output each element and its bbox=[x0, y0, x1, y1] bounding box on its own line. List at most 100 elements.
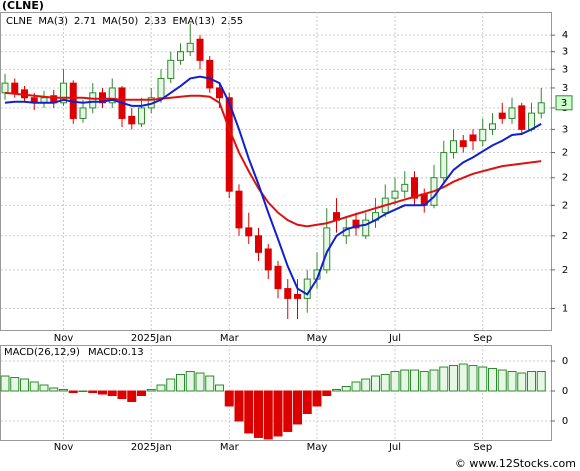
macd-bar bbox=[263, 390, 273, 440]
x-tick-label: Sep bbox=[473, 333, 492, 344]
x-tick-label: Nov bbox=[54, 442, 74, 453]
candle-body bbox=[528, 112, 535, 130]
y-tick-label: 3 bbox=[562, 124, 568, 135]
y-tick-label: 3 bbox=[562, 64, 568, 75]
macd-bar bbox=[195, 372, 205, 392]
last-price-label: 3 bbox=[561, 98, 567, 109]
candle-body bbox=[157, 77, 165, 99]
macd-bar bbox=[458, 363, 468, 392]
y-tick-label: 1 bbox=[562, 304, 568, 315]
candle-body bbox=[11, 82, 19, 94]
macd-bar bbox=[283, 390, 293, 432]
candle-body bbox=[1, 82, 9, 94]
x-tick-label: 2025Jan bbox=[131, 333, 172, 344]
candle-body bbox=[479, 128, 487, 142]
macd-value: MACD:0.13 bbox=[88, 347, 144, 358]
x-tick-label: May bbox=[307, 333, 328, 344]
macd-bar bbox=[29, 381, 39, 392]
macd-bar bbox=[156, 384, 166, 392]
y-tick-label: 0 bbox=[562, 356, 568, 367]
y-tick-label: 2 bbox=[562, 173, 568, 184]
candle-body bbox=[508, 107, 516, 119]
candle-body bbox=[518, 105, 526, 130]
macd-bar bbox=[137, 390, 146, 396]
legend-value: 2.71 bbox=[74, 16, 96, 27]
line-series bbox=[4, 91, 542, 228]
macd-bar bbox=[244, 390, 254, 434]
candle-body bbox=[401, 183, 409, 192]
macd-bar bbox=[400, 369, 410, 392]
footer: © www.12Stocks.com bbox=[455, 457, 576, 470]
macd-bar bbox=[107, 390, 117, 396]
macd-bar bbox=[536, 371, 546, 392]
x-tick-label: 2025Jan bbox=[131, 442, 172, 453]
macd-bar bbox=[117, 390, 127, 399]
macd-bar bbox=[439, 366, 449, 392]
candle-body bbox=[489, 123, 496, 130]
last-price-box bbox=[555, 95, 573, 111]
x-tick-label: Jul bbox=[388, 442, 401, 453]
macd-bar bbox=[429, 369, 439, 392]
candle-body bbox=[469, 134, 477, 142]
macd-bar bbox=[371, 375, 380, 392]
candle-body bbox=[537, 102, 545, 114]
candle-body bbox=[167, 59, 175, 79]
y-tick-label: 0 bbox=[562, 416, 568, 427]
macd-bar bbox=[478, 366, 488, 392]
macd-bar bbox=[224, 390, 234, 407]
macd-bar bbox=[49, 387, 59, 392]
candle-body bbox=[225, 97, 233, 192]
legend-name: EMA(13) bbox=[173, 16, 215, 27]
legend-value: 2.33 bbox=[144, 16, 166, 27]
candle-body bbox=[294, 293, 301, 299]
macd-bar bbox=[322, 390, 332, 396]
macd-bar bbox=[273, 390, 283, 437]
macd-bar bbox=[176, 374, 185, 392]
macd-bar bbox=[10, 377, 20, 392]
candle-body bbox=[235, 190, 243, 229]
x-tick-label: Jul bbox=[388, 333, 401, 344]
line-series bbox=[4, 75, 542, 296]
macd-bar bbox=[59, 389, 68, 392]
y-tick-label: 2 bbox=[562, 265, 568, 276]
x-tick-label: May bbox=[307, 442, 328, 453]
candle-body bbox=[196, 38, 204, 61]
macd-bar bbox=[497, 369, 507, 392]
candle-body bbox=[245, 227, 253, 237]
macd-bar bbox=[507, 371, 517, 392]
legend-ticker: CLNE bbox=[6, 16, 32, 27]
candle-body bbox=[216, 87, 223, 99]
x-tick-label: Mar bbox=[220, 333, 240, 344]
macd-bar bbox=[293, 390, 302, 425]
chart-title: (CLNE) bbox=[2, 0, 44, 12]
macd-bar bbox=[449, 365, 458, 392]
candle-body bbox=[177, 51, 184, 61]
y-tick-label: 2 bbox=[562, 200, 568, 211]
candle-body bbox=[79, 107, 87, 119]
candle-body bbox=[274, 265, 282, 290]
macd-panel bbox=[0, 345, 552, 441]
macd-bar bbox=[68, 390, 78, 394]
candle-body bbox=[108, 87, 116, 104]
macd-bar bbox=[78, 390, 88, 393]
candle-body bbox=[284, 288, 292, 299]
price-panel bbox=[0, 12, 552, 331]
macd-title: MACD(26,12,9) bbox=[4, 347, 80, 358]
macd-bar bbox=[332, 389, 341, 392]
legend-name: MA(50) bbox=[102, 16, 138, 27]
y-tick-label: 2 bbox=[562, 148, 568, 159]
y-tick-label: 4 bbox=[562, 30, 568, 41]
macd-bar bbox=[419, 371, 429, 392]
macd-bar bbox=[527, 371, 536, 392]
candle-body bbox=[352, 219, 360, 229]
macd-bar bbox=[20, 378, 29, 392]
x-tick-label: Nov bbox=[54, 333, 74, 344]
macd-bar bbox=[0, 375, 10, 392]
macd-bar bbox=[254, 390, 263, 438]
y-tick-label: 3 bbox=[562, 83, 568, 94]
macd-bar bbox=[410, 369, 419, 392]
macd-bar bbox=[351, 381, 361, 392]
candle-body bbox=[89, 92, 97, 109]
candle-body bbox=[186, 42, 194, 53]
